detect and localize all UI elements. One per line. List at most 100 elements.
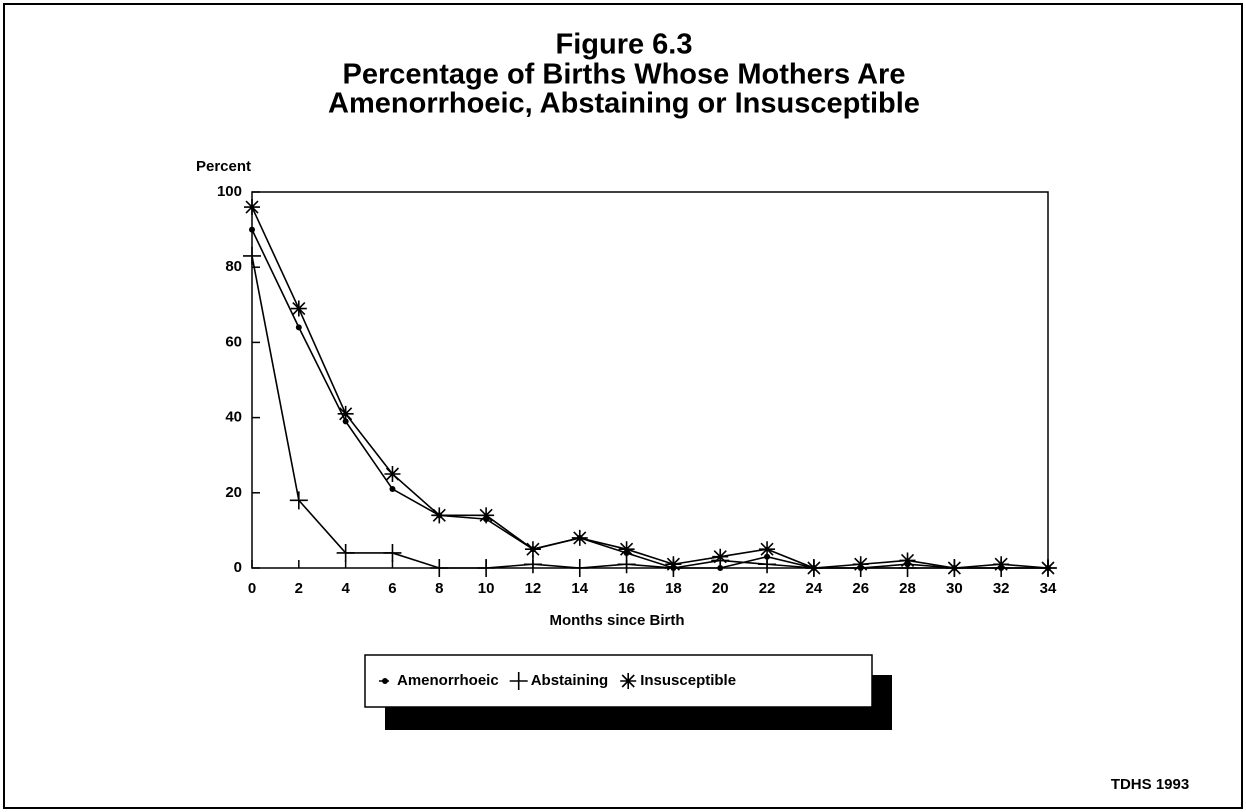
point-glyph — [617, 555, 636, 574]
point — [899, 552, 916, 569]
point — [946, 560, 963, 576]
point-glyph — [759, 541, 776, 558]
point — [244, 199, 260, 216]
point-glyph — [384, 466, 401, 482]
point — [805, 560, 822, 576]
legend-marker — [620, 673, 637, 689]
point — [336, 543, 355, 562]
y-tick-label: 60 — [225, 333, 242, 350]
y-tick-label: 0 — [234, 559, 242, 576]
point-glyph — [570, 559, 589, 577]
x-tick-label: 0 — [248, 580, 256, 597]
x-tick-label: 28 — [899, 580, 916, 597]
point — [618, 541, 635, 558]
point — [295, 324, 302, 331]
point-glyph — [805, 560, 822, 576]
x-tick-label: 12 — [525, 580, 542, 597]
point — [290, 300, 307, 317]
x-tick-label: 20 — [712, 580, 729, 597]
legend-marker-dot — [382, 678, 388, 684]
x-tick-label: 34 — [1040, 580, 1057, 597]
point-glyph — [430, 559, 449, 577]
point-glyph — [524, 541, 541, 558]
legend-marker-glyph — [509, 672, 528, 690]
x-tick-label: 4 — [341, 580, 350, 597]
point-glyph — [852, 556, 869, 573]
point-glyph — [523, 555, 542, 574]
x-tick-label: 2 — [295, 580, 303, 597]
point — [430, 559, 449, 577]
point-glyph — [712, 548, 729, 565]
point-glyph — [571, 529, 588, 546]
point-glyph — [899, 552, 916, 569]
page-frame — [3, 3, 1243, 809]
point-glyph — [477, 559, 496, 577]
y-tick-label: 100 — [217, 183, 242, 200]
point-glyph — [431, 507, 448, 524]
point — [571, 529, 588, 546]
point-glyph — [243, 246, 261, 265]
point — [758, 555, 777, 574]
point — [665, 556, 682, 573]
point-glyph — [993, 556, 1010, 573]
chart-title: Percentage of Births Whose Mothers Are — [343, 59, 906, 91]
x-tick-label: 10 — [478, 580, 495, 597]
point — [289, 491, 308, 510]
point — [384, 466, 401, 482]
y-tick-label: 20 — [225, 484, 242, 501]
x-tick-label: 24 — [806, 580, 823, 597]
point-glyph — [758, 555, 777, 574]
point-glyph — [336, 543, 355, 562]
point — [759, 541, 776, 558]
point — [523, 555, 542, 574]
x-tick-label: 22 — [759, 580, 776, 597]
point — [712, 548, 729, 565]
point — [477, 559, 496, 577]
legend — [364, 654, 873, 708]
point — [431, 507, 448, 524]
x-tick-label: 16 — [618, 580, 635, 597]
legend-label: Insusceptible — [640, 672, 736, 689]
point-glyph — [946, 560, 963, 576]
point — [383, 543, 402, 562]
source: TDHS 1993 — [1111, 776, 1189, 793]
point-glyph — [244, 199, 260, 216]
legend-marker — [382, 678, 388, 684]
point — [1040, 560, 1056, 576]
x-tick-label: 14 — [571, 580, 588, 597]
y-tick-label: 40 — [225, 409, 242, 426]
point-dot — [249, 226, 255, 233]
x-tick-label: 6 — [388, 580, 396, 597]
series-line — [251, 255, 1048, 569]
chart-title: Figure 6.3 — [556, 29, 693, 61]
legend-marker — [509, 672, 528, 690]
plot-frame — [251, 191, 1049, 569]
y-tick-label: 80 — [225, 258, 242, 275]
point — [617, 555, 636, 574]
legend-marker-glyph — [620, 673, 637, 689]
point-dot — [389, 486, 396, 493]
x-tick-label: 18 — [665, 580, 682, 597]
legend-label: Amenorrhoeic — [397, 672, 499, 689]
chart-title: Amenorrhoeic, Abstaining or Insusceptibl… — [328, 88, 920, 120]
point — [243, 246, 261, 265]
point — [249, 226, 255, 233]
point — [524, 541, 541, 558]
point-glyph — [1040, 560, 1056, 576]
point-glyph — [665, 556, 682, 573]
point-glyph — [290, 300, 307, 317]
point — [337, 405, 354, 422]
x-axis-label: Months since Birth — [549, 612, 684, 629]
y-axis-label: Percent — [196, 158, 251, 175]
x-tick-label: 30 — [946, 580, 963, 597]
legend-label: Abstaining — [531, 672, 609, 689]
point — [570, 559, 589, 577]
point — [478, 507, 495, 524]
series-line — [251, 206, 1049, 569]
point-glyph — [337, 405, 354, 422]
point-glyph — [289, 491, 308, 510]
point-glyph — [383, 543, 402, 562]
series-line — [251, 229, 1048, 569]
point-glyph — [618, 541, 635, 558]
